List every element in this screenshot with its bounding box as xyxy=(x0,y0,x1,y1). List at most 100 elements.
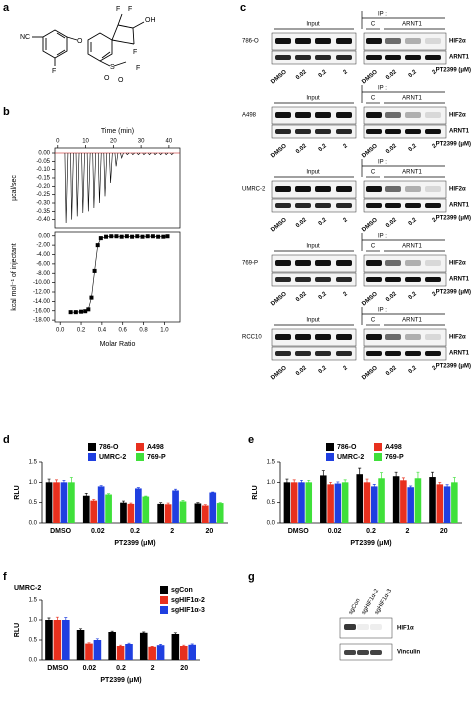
error-bar xyxy=(55,479,59,485)
band xyxy=(295,260,311,266)
band xyxy=(366,112,382,118)
band xyxy=(336,129,352,134)
error-bar xyxy=(119,644,123,647)
bar xyxy=(85,643,93,660)
point xyxy=(104,234,109,239)
bar xyxy=(341,482,349,523)
bar xyxy=(216,503,224,523)
bar xyxy=(290,482,298,523)
legend-label: sgCon xyxy=(171,587,193,594)
y-tick-label: -2.00 xyxy=(36,243,50,249)
band xyxy=(385,260,401,266)
x-tick-label: 0.6 xyxy=(119,328,128,334)
blot-frame xyxy=(363,180,447,199)
treatment-label: PT2399 (μM) xyxy=(436,216,471,222)
lane-label: 0.2 xyxy=(318,217,329,227)
lane-label: 0.02 xyxy=(295,365,308,378)
band xyxy=(336,277,352,282)
band xyxy=(357,624,369,630)
band xyxy=(275,186,291,192)
x-tick-label: 0.02 xyxy=(328,528,342,535)
legend-label: A498 xyxy=(147,444,164,451)
legend-swatch xyxy=(136,453,144,461)
x-tick-label: 0.4 xyxy=(98,328,107,334)
band xyxy=(295,186,311,192)
point xyxy=(130,234,135,239)
row-label: ARNT1 xyxy=(449,351,470,357)
error-bar xyxy=(401,477,405,483)
bar xyxy=(53,620,62,660)
error-bar xyxy=(129,502,133,505)
y-tick-label: 1.0 xyxy=(29,480,38,486)
error-bar xyxy=(358,467,362,481)
band xyxy=(366,351,382,356)
bar xyxy=(283,482,291,523)
band xyxy=(344,650,356,655)
injection-peak xyxy=(103,152,108,197)
band xyxy=(275,112,291,118)
bar xyxy=(443,486,451,523)
panel-label: g xyxy=(248,571,255,583)
band xyxy=(336,334,352,340)
error-bar xyxy=(110,630,114,633)
band xyxy=(336,55,352,60)
error-bar xyxy=(92,499,96,502)
lane-label: DMSO xyxy=(270,69,288,85)
y-tick-label: -0.25 xyxy=(36,192,50,198)
point xyxy=(79,309,84,314)
bar xyxy=(62,620,70,660)
cell-line-label: A498 xyxy=(242,113,257,119)
lane-label: DMSO xyxy=(270,365,288,381)
point xyxy=(73,310,78,315)
legend-label: 786-O xyxy=(99,444,119,451)
y-tick-label: -14.00 xyxy=(33,299,51,305)
bar xyxy=(68,482,75,523)
band xyxy=(405,38,421,44)
legend-swatch xyxy=(160,606,168,614)
bar xyxy=(194,503,202,523)
x-tick-label: 2 xyxy=(170,528,174,535)
bar xyxy=(148,646,156,660)
error-bar xyxy=(307,479,311,485)
band xyxy=(425,112,441,118)
band xyxy=(344,624,356,630)
bar xyxy=(105,494,112,523)
row-label: ARNT1 xyxy=(449,277,470,283)
error-bar xyxy=(445,484,449,489)
band xyxy=(385,112,401,118)
bar xyxy=(171,634,180,660)
ip-label: IP : xyxy=(378,160,387,166)
bar xyxy=(90,500,98,523)
error-bar xyxy=(79,628,83,632)
atom-label: F xyxy=(133,49,137,56)
lane-label: 0.02 xyxy=(295,69,308,82)
injection-peak xyxy=(136,152,141,156)
input-label: Input xyxy=(306,22,320,28)
plot-frame xyxy=(54,147,181,229)
bar xyxy=(157,503,165,523)
error-bar xyxy=(181,500,185,503)
row-label: HIF2α xyxy=(449,39,466,45)
cell-line-label: 786-O xyxy=(242,39,259,45)
band xyxy=(385,277,401,282)
bar xyxy=(108,632,116,660)
injection-peak xyxy=(114,152,119,167)
band xyxy=(366,334,382,340)
band xyxy=(405,55,421,60)
lane-label: 2 xyxy=(431,143,438,150)
row-label: HIF1α xyxy=(397,626,414,632)
legend-label: A498 xyxy=(385,444,402,451)
injection-peak xyxy=(159,152,163,156)
y-tick-label: 0.5 xyxy=(29,500,38,506)
blot-frame xyxy=(271,180,357,199)
bar xyxy=(414,478,422,523)
band xyxy=(275,351,291,356)
error-bar xyxy=(452,477,456,488)
y-tick-label: -0.20 xyxy=(36,184,50,190)
band xyxy=(295,129,311,134)
x-tick-label: 20 xyxy=(206,528,214,535)
lane-label: 0.2 xyxy=(318,291,329,301)
bar xyxy=(407,487,414,523)
bar xyxy=(363,482,371,523)
ip-target-label: ARNT1 xyxy=(402,170,422,176)
